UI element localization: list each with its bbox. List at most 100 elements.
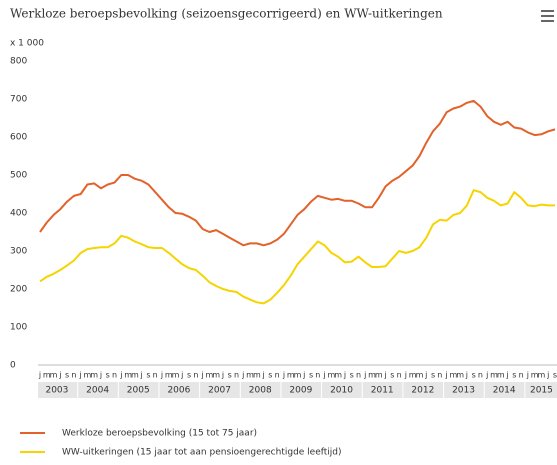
x-tick-label: n (71, 371, 76, 380)
year-label: 2015 (530, 386, 553, 396)
y-tick-label: 200 (10, 285, 27, 295)
y-tick-label: 600 (10, 133, 27, 143)
x-tick-label: m (531, 371, 539, 380)
x-tick-label: s (268, 371, 272, 380)
x-tick-label: m (368, 371, 376, 380)
x-tick-label: j (119, 371, 122, 380)
y-tick-label: 800 (10, 57, 27, 67)
x-tick-label: m (334, 371, 342, 380)
x-tick-label: s (350, 371, 354, 380)
series-line (39, 99, 556, 247)
y-tick-label: 300 (10, 247, 27, 257)
x-tick-label: s (187, 371, 191, 380)
x-tick-label: m (375, 371, 383, 380)
series-line (39, 189, 555, 305)
x-tick-label: m (50, 371, 58, 380)
x-tick-label: m (90, 371, 98, 380)
x-tick-label: j (322, 371, 325, 380)
x-tick-label: s (65, 371, 69, 380)
year-label: 2004 (86, 386, 109, 396)
x-tick-label: n (234, 371, 239, 380)
x-tick-label: j (505, 371, 508, 380)
x-tick-label: j (526, 371, 529, 380)
x-tick-label: m (449, 371, 457, 380)
x-tick-label: j (383, 371, 386, 380)
x-tick-label: j (38, 371, 41, 380)
x-tick-label: m (165, 371, 173, 380)
x-tick-label: j (99, 371, 102, 380)
x-tick-label: j (58, 371, 61, 380)
year-label: 2003 (45, 386, 68, 396)
x-tick-label: m (253, 371, 261, 380)
x-tick-label: m (212, 371, 220, 380)
x-tick-label: s (390, 371, 394, 380)
x-tick-label: j (140, 371, 143, 380)
y-tick-label: 700 (10, 95, 27, 105)
x-tick-label: n (153, 371, 158, 380)
x-tick-label: m (124, 371, 132, 380)
x-tick-label: j (465, 371, 468, 380)
x-tick-label: m (294, 371, 302, 380)
x-tick-label: s (106, 371, 110, 380)
x-tick-label: n (193, 371, 198, 380)
x-tick-label: j (302, 371, 305, 380)
menu-icon[interactable] (541, 10, 554, 22)
x-tick-label: j (221, 371, 224, 380)
x-tick-label: j (160, 371, 163, 380)
x-tick-label: s (228, 371, 232, 380)
x-tick-label: j (424, 371, 427, 380)
y-tick-label: 400 (10, 209, 27, 219)
x-tick-label: j (485, 371, 488, 380)
menu-bar[interactable] (541, 10, 554, 12)
x-tick-label: m (416, 371, 424, 380)
x-tick-label: n (275, 371, 280, 380)
legend-label: Werkloze beroepsbevolking (15 tot 75 jaa… (62, 429, 257, 439)
x-tick-label: j (404, 371, 407, 380)
menu-bar[interactable] (541, 20, 554, 22)
x-tick-label: m (490, 371, 498, 380)
x-tick-label: m (327, 371, 335, 380)
x-tick-label: m (456, 371, 464, 380)
x-tick-label: j (241, 371, 244, 380)
x-tick-label: m (43, 371, 51, 380)
x-tick-label: n (356, 371, 361, 380)
x-tick-label: j (363, 371, 366, 380)
x-tick-label: n (437, 371, 442, 380)
x-tick-label: m (172, 371, 180, 380)
x-tick-label: m (246, 371, 254, 380)
x-tick-label: n (397, 371, 402, 380)
y-tick-label: 0 (10, 361, 16, 371)
x-tick-label: n (519, 371, 524, 380)
year-label: 2005 (127, 386, 150, 396)
x-tick-label: n (315, 371, 320, 380)
x-tick-label: m (409, 371, 417, 380)
x-tick-label: j (343, 371, 346, 380)
year-label: 2012 (411, 386, 434, 396)
year-label: 2010 (330, 386, 353, 396)
x-tick-label: j (201, 371, 204, 380)
x-tick-label: s (472, 371, 476, 380)
year-label: 2014 (493, 386, 516, 396)
x-tick-label: m (538, 371, 546, 380)
year-label: 2006 (167, 386, 190, 396)
y-tick-label: 500 (10, 171, 27, 181)
x-tick-label: s (431, 371, 435, 380)
x-tick-label: s (146, 371, 150, 380)
menu-bar[interactable] (541, 15, 554, 17)
x-tick-label: s (309, 371, 313, 380)
x-tick-label: m (206, 371, 214, 380)
legend-label: WW-uitkeringen (15 jaar tot aan pensioen… (62, 448, 342, 458)
x-tick-label: m (131, 371, 139, 380)
x-tick-label: j (444, 371, 447, 380)
year-label: 2008 (249, 386, 272, 396)
y-tick-label: 100 (10, 323, 27, 333)
x-tick-label: j (79, 371, 82, 380)
x-tick-label: j (180, 371, 183, 380)
x-tick-label: m (497, 371, 505, 380)
year-label: 2009 (289, 386, 312, 396)
year-label: 2013 (452, 386, 475, 396)
x-tick-label: j (262, 371, 265, 380)
x-tick-label: n (478, 371, 483, 380)
year-label: 2011 (371, 386, 394, 396)
